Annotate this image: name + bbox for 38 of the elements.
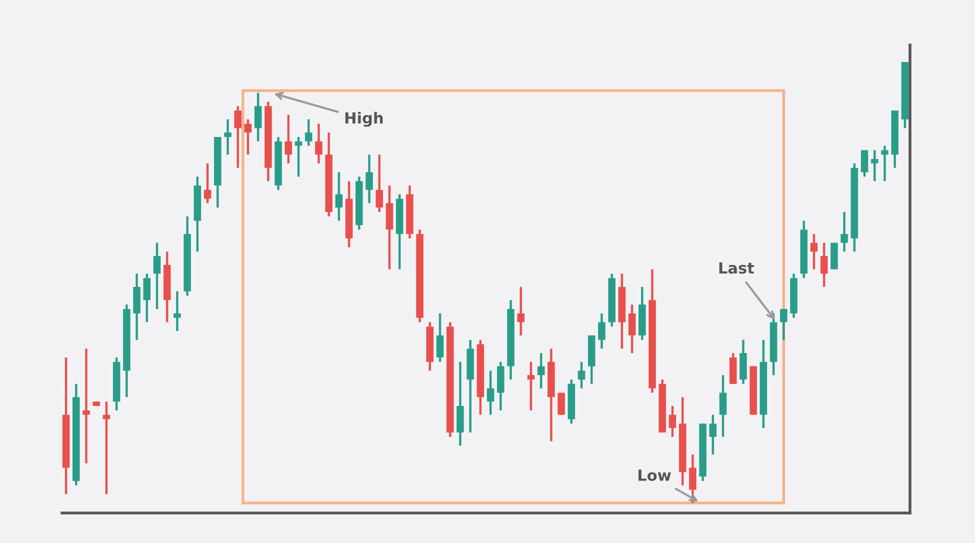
candlestick bbox=[315, 122, 322, 165]
candlestick bbox=[709, 414, 717, 456]
candlestick bbox=[376, 154, 384, 214]
candlestick bbox=[881, 144, 888, 182]
candlestick bbox=[335, 171, 343, 222]
annotation: High bbox=[345, 112, 383, 127]
candlestick bbox=[840, 210, 848, 253]
candlestick bbox=[820, 242, 828, 288]
candlestick bbox=[860, 149, 868, 178]
candlestick bbox=[527, 360, 535, 412]
candlestick bbox=[436, 312, 444, 363]
candlestick bbox=[366, 154, 373, 204]
candlestick bbox=[174, 290, 181, 332]
candlestick bbox=[517, 286, 525, 337]
candlestick bbox=[153, 242, 161, 310]
candlestick bbox=[224, 118, 232, 156]
candlestick bbox=[234, 104, 242, 169]
candlestick bbox=[284, 114, 292, 165]
candlestick bbox=[578, 360, 586, 390]
candlestick bbox=[82, 348, 90, 464]
candlestick bbox=[719, 374, 727, 438]
candlestick bbox=[870, 149, 878, 182]
candlestick bbox=[558, 392, 565, 416]
annotation: Low bbox=[638, 470, 671, 481]
candlestick bbox=[780, 308, 788, 341]
candlestick bbox=[244, 118, 252, 156]
candlestick bbox=[204, 162, 212, 204]
candlestick bbox=[668, 404, 676, 438]
candlestick bbox=[810, 232, 818, 270]
annotation: Last bbox=[719, 262, 754, 274]
candlestick bbox=[294, 136, 302, 178]
candlestick bbox=[143, 272, 151, 324]
candlestick bbox=[486, 370, 494, 416]
candlestick bbox=[628, 303, 636, 354]
candlestick bbox=[537, 352, 545, 390]
candlestick bbox=[304, 118, 312, 147]
candlestick bbox=[598, 312, 606, 350]
candlestick bbox=[254, 92, 262, 142]
